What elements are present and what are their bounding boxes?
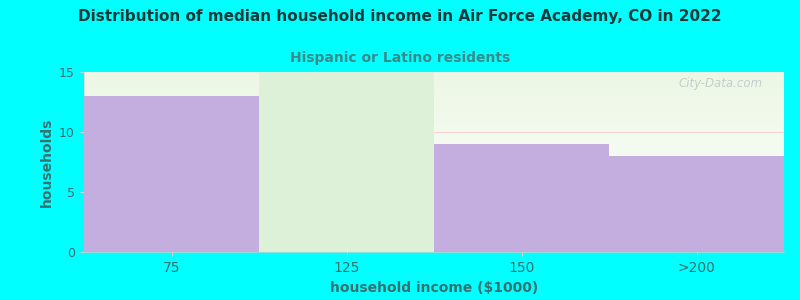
Bar [259, 72, 434, 252]
Text: Distribution of median household income in Air Force Academy, CO in 2022: Distribution of median household income … [78, 9, 722, 24]
Text: Hispanic or Latino residents: Hispanic or Latino residents [290, 51, 510, 65]
Bar [609, 156, 784, 252]
Bar [434, 144, 609, 252]
Y-axis label: households: households [39, 117, 54, 207]
X-axis label: household income ($1000): household income ($1000) [330, 280, 538, 295]
Text: City-Data.com: City-Data.com [679, 77, 763, 90]
Bar [84, 96, 259, 252]
